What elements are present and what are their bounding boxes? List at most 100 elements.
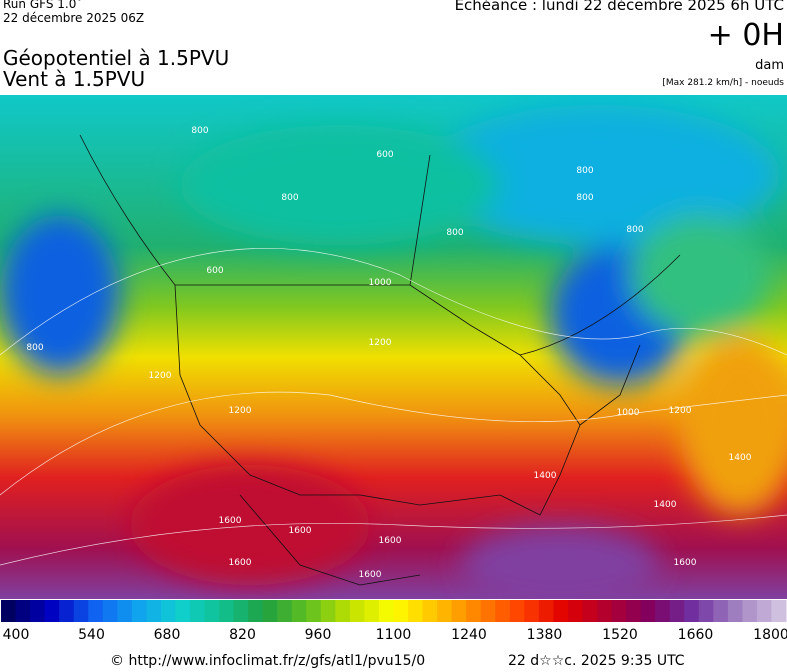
colorbar-swatch — [219, 600, 235, 622]
colorbar-swatch — [626, 600, 642, 622]
colorbar-swatch — [698, 600, 714, 622]
contour-label: 600 — [376, 150, 393, 160]
colorbar-swatch — [15, 600, 31, 622]
colorbar-swatch — [538, 600, 554, 622]
colorbar-swatch — [44, 600, 60, 622]
contour-label: 1600 — [359, 570, 382, 580]
colorbar-swatch — [306, 600, 322, 622]
colorbar-swatch — [422, 600, 438, 622]
colorbar-swatch — [727, 600, 743, 622]
colorbar-swatch — [495, 600, 511, 622]
colorbar: 400 540 680 820 960 1100 1240 1380 1520 1660 1800 — [1, 600, 787, 643]
colorbar-swatch — [320, 600, 336, 622]
contour-label: 1000 — [369, 278, 392, 288]
colorbar-swatch — [364, 600, 380, 622]
contour-label: 1000 — [617, 408, 640, 418]
title: Géopotentiel à 1.5PVU — [3, 46, 230, 70]
colorbar-label: 820 — [229, 627, 256, 643]
colorbar-swatch — [451, 600, 467, 622]
contour-label: 1600 — [674, 558, 697, 568]
colorbar-swatch — [597, 600, 613, 622]
valid-time: Echéance : lundi 22 décembre 2025 6h UTC — [454, 0, 784, 14]
contour-label: 600 — [206, 266, 223, 276]
colorbar-swatch — [30, 600, 46, 622]
colorbar-swatch — [73, 600, 89, 622]
contour-label: 1400 — [534, 471, 557, 481]
colorbar-swatch — [408, 600, 424, 622]
colorbar-swatch — [117, 600, 133, 622]
contour-label: 1600 — [379, 536, 402, 546]
contour-label: 800 — [576, 193, 593, 203]
colorbar-swatch — [233, 600, 249, 622]
colorbar-swatch — [567, 600, 583, 622]
source: © http://www.infoclimat.fr/z/gfs/atl1/pv… — [110, 653, 426, 669]
contour-label: 800 — [576, 166, 593, 176]
colorbar-swatch — [756, 600, 772, 622]
colorbar-swatch — [175, 600, 191, 622]
colorbar-swatch — [582, 600, 598, 622]
colorbar-swatch — [684, 600, 700, 622]
colorbar-swatch — [1, 600, 17, 622]
colorbar-swatch — [131, 600, 147, 622]
colorbar-swatch — [742, 600, 758, 622]
colorbar-swatch — [466, 600, 482, 622]
contour-label: 800 — [446, 228, 463, 238]
contour-label: 800 — [191, 126, 208, 136]
colorbar-label: 680 — [154, 627, 181, 643]
colorbar-swatch — [204, 600, 220, 622]
contour-label: 800 — [281, 193, 298, 203]
colorbar-swatch — [713, 600, 729, 622]
contour-label: 1200 — [149, 371, 172, 381]
contour-label: 800 — [26, 343, 43, 353]
colorbar-label: 960 — [305, 627, 332, 643]
colorbar-swatch — [262, 600, 278, 622]
colorbar-swatch — [480, 600, 496, 622]
colorbar-label: 1240 — [451, 627, 487, 643]
colorbar-swatch — [88, 600, 104, 622]
colorbar-swatch — [146, 600, 162, 622]
run-label: Run GFS 1.0˚ — [3, 0, 83, 11]
contour-label: 1200 — [369, 338, 392, 348]
run-date: 22 décembre 2025 06Z — [3, 11, 145, 25]
colorbar-swatch — [640, 600, 656, 622]
colorbar-swatch — [248, 600, 264, 622]
colorbar-swatch — [553, 600, 569, 622]
colorbar-swatch — [655, 600, 671, 622]
contour-label: 1600 — [229, 558, 252, 568]
generated: 22 d☆☆c. 2025 9:35 UTC — [508, 653, 685, 669]
colorbar-swatch — [669, 600, 685, 622]
unit: dam — [755, 58, 784, 73]
subtitle: Vent à 1.5PVU — [3, 67, 146, 91]
colorbar-swatch — [524, 600, 540, 622]
colorbar-swatch — [102, 600, 118, 622]
map: 800 600 800 800 800 800 800 600 800 1000 1000 1200 1… — [0, 95, 787, 599]
colorbar-label: 1100 — [376, 627, 412, 643]
colorbar-label: 1800 — [753, 627, 787, 643]
colorbar-swatch — [611, 600, 627, 622]
colorbar-swatch — [59, 600, 75, 622]
contour-label: 800 — [626, 225, 643, 235]
contour-label: 1600 — [219, 516, 242, 526]
colorbar-swatch — [378, 600, 394, 622]
colorbar-label: 1520 — [602, 627, 638, 643]
contour-label: 1600 — [289, 526, 312, 536]
max-wind: [Max 281.2 km/h] - noeuds — [662, 78, 784, 88]
colorbar-swatch — [160, 600, 176, 622]
colorbar-swatch — [291, 600, 307, 622]
contour-label: 1400 — [729, 453, 752, 463]
colorbar-swatch — [509, 600, 525, 622]
colorbar-swatch — [349, 600, 365, 622]
contour-label: 1400 — [654, 500, 677, 510]
colorbar-swatch — [277, 600, 293, 622]
contour-label: 1200 — [669, 406, 692, 416]
colorbar-label: 1380 — [527, 627, 563, 643]
colorbar-label: 540 — [78, 627, 105, 643]
colorbar-swatch — [335, 600, 351, 622]
contour-label: 1200 — [229, 406, 252, 416]
colorbar-swatch — [189, 600, 206, 622]
colorbar-label: 1660 — [678, 627, 714, 643]
colorbar-swatch — [771, 600, 787, 622]
colorbar-swatch — [437, 600, 453, 622]
colorbar-label: 400 — [3, 627, 30, 643]
